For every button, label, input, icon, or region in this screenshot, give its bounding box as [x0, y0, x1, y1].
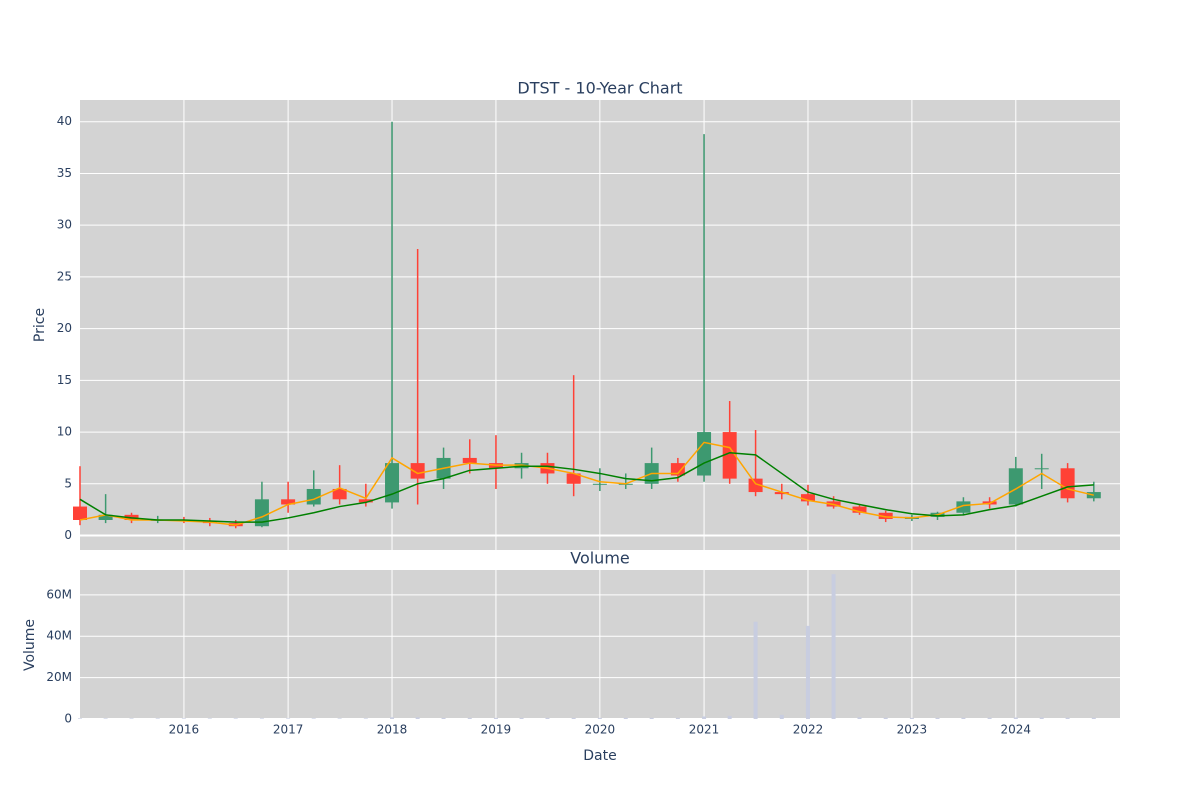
x-tick-label: 2022 [793, 723, 824, 737]
candle-body [98, 514, 113, 520]
volume-bar [909, 717, 914, 719]
candle-body [73, 506, 87, 520]
volume-bar [78, 718, 82, 719]
volume-bar [831, 574, 836, 719]
volume-bar [233, 718, 238, 719]
x-tick-label: 2024 [1001, 723, 1032, 737]
y-tick-label: 20M [46, 670, 72, 684]
y-tick-label: 35 [57, 166, 72, 180]
candle-body [566, 473, 581, 484]
y-tick-label: 60M [46, 587, 72, 601]
y-tick-label: 20 [57, 321, 72, 335]
candle-body [1008, 468, 1023, 505]
y-axis-title: Price [32, 308, 48, 342]
volume-bar [597, 717, 602, 719]
y-axis-title: Volume [22, 619, 38, 671]
candle-body [358, 499, 373, 503]
moving-average-line [79, 441, 1094, 526]
y-tick-label: 40 [57, 114, 72, 128]
volume-bar [493, 717, 498, 719]
candle-body [281, 499, 296, 505]
volume-bar [286, 718, 291, 719]
volume-bar [1065, 717, 1070, 719]
volume-bar [649, 717, 654, 719]
volume-bar [935, 717, 940, 719]
volume-bar [441, 717, 446, 719]
volume-bar [702, 716, 707, 719]
y-tick-label: 0 [64, 711, 72, 725]
volume-bar [129, 718, 134, 719]
subplot-title: Volume [570, 549, 630, 568]
volume-bar [467, 717, 472, 719]
volume-bar [857, 717, 862, 719]
volume-bar [545, 717, 550, 719]
x-tick-label: 2023 [897, 723, 928, 737]
volume-bar [415, 717, 420, 719]
candle-body [748, 478, 763, 493]
candle-body [878, 512, 893, 519]
candle-body [1034, 468, 1049, 470]
x-axis-title: Date [583, 748, 616, 764]
y-tick-label: 0 [64, 528, 72, 542]
volume-bar [311, 718, 316, 719]
candle-body [956, 501, 971, 513]
volume-bar [571, 717, 576, 719]
y-tick-label: 25 [57, 269, 72, 283]
volume-bar [883, 717, 888, 719]
volume-bar [1013, 717, 1018, 719]
y-tick-label: 10 [57, 425, 72, 439]
candle-body [670, 463, 685, 476]
volume-bar [390, 717, 395, 719]
volume-bar [727, 715, 732, 719]
x-tick-label: 2018 [377, 723, 408, 737]
volume-bar [779, 714, 784, 719]
candle-body [410, 463, 425, 479]
candle-body [1060, 468, 1075, 499]
volume-bar [519, 717, 524, 719]
candle-body [774, 492, 789, 495]
volume-bar [1039, 717, 1044, 719]
y-tick-label: 15 [57, 373, 72, 387]
volume-bar [675, 717, 680, 719]
volume-bar [1091, 717, 1096, 719]
volume-bar [961, 717, 966, 719]
x-tick-label: 2016 [169, 723, 200, 737]
x-tick-label: 2017 [273, 723, 304, 737]
volume-bar [207, 718, 212, 719]
x-tick-label: 2021 [689, 723, 720, 737]
candle-body [592, 483, 607, 485]
volume-bar [259, 718, 264, 719]
x-tick-label: 2020 [585, 723, 616, 737]
chart-title: DTST - 10-Year Chart [517, 79, 682, 98]
volume-bar [337, 718, 342, 719]
moving-average-line [79, 451, 1094, 523]
x-tick-label: 2019 [481, 723, 512, 737]
volume-bar [181, 718, 186, 719]
candle-body [462, 457, 477, 464]
candle-body [722, 432, 737, 479]
volume-bar [623, 717, 628, 719]
candle-body [697, 432, 712, 476]
candle-body [852, 506, 867, 513]
y-tick-label: 5 [64, 476, 72, 490]
candle-body [385, 463, 400, 503]
y-tick-label: 40M [46, 629, 72, 643]
volume-bar [155, 718, 160, 719]
volume-bar [987, 717, 992, 719]
volume-bar [753, 621, 758, 719]
y-tick-label: 30 [57, 218, 72, 232]
candle-body [800, 494, 815, 502]
volume-bar [103, 718, 108, 719]
volume-bar [363, 718, 368, 719]
candle-body [332, 488, 347, 500]
volume-bar [805, 625, 810, 719]
candle-body [254, 499, 269, 527]
